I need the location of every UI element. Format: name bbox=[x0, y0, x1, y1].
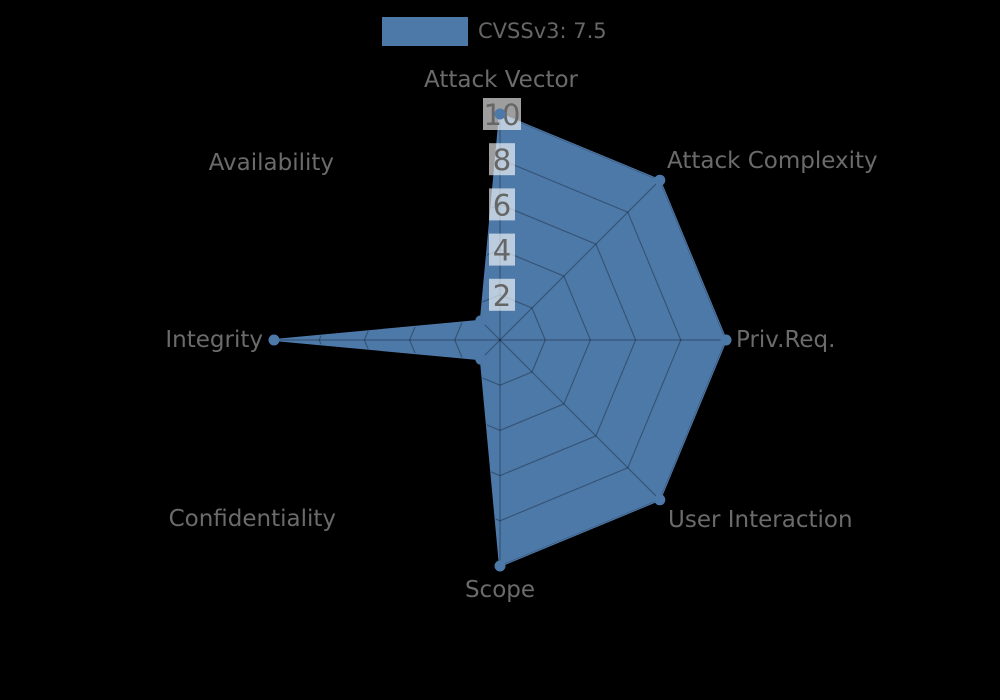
axis-label-scope: Scope bbox=[465, 577, 535, 603]
legend-swatch bbox=[382, 16, 468, 46]
vertex-dot bbox=[494, 560, 506, 572]
tick-label: 4 bbox=[493, 234, 511, 268]
grid-spoke bbox=[499, 339, 661, 501]
axis-label-availability: Availability bbox=[209, 150, 334, 176]
axis-labels: Attack Vector Attack Complexity Priv.Req. U… bbox=[165, 67, 877, 603]
grid-spoke bbox=[339, 339, 501, 501]
vertex-dot bbox=[268, 334, 280, 346]
tick-label-box bbox=[489, 233, 515, 266]
axis-label-attack-vector: Attack Vector bbox=[424, 67, 579, 93]
axis-label-attack-complexity: Attack Complexity bbox=[667, 148, 878, 174]
legend-label: CVSSv3: 7.5 bbox=[478, 18, 607, 43]
vertex-markers bbox=[268, 108, 732, 572]
axis-label-integrity: Integrity bbox=[165, 327, 263, 353]
axis-label-priv-req: Priv.Req. bbox=[736, 327, 835, 353]
vertex-dot bbox=[475, 315, 487, 327]
tick-label: 8 bbox=[493, 143, 511, 177]
tick-label-box bbox=[489, 188, 515, 221]
vertex-dot bbox=[494, 108, 506, 120]
vertex-dot bbox=[475, 353, 487, 365]
grid-spoke bbox=[499, 179, 661, 341]
tick-label: 2 bbox=[493, 279, 511, 313]
grid-spoke bbox=[339, 179, 501, 341]
tick-label: 6 bbox=[493, 188, 511, 222]
legend: CVSSv3: 7.5 bbox=[382, 16, 607, 46]
tick-label-box bbox=[489, 143, 515, 176]
vertex-dot bbox=[720, 334, 732, 346]
vertex-dot bbox=[654, 494, 666, 506]
tick-label-box bbox=[489, 278, 515, 311]
vertex-dot bbox=[654, 174, 666, 186]
axis-label-confidentiality: Confidentiality bbox=[169, 506, 336, 532]
axis-label-user-interaction: User Interaction bbox=[668, 507, 853, 533]
